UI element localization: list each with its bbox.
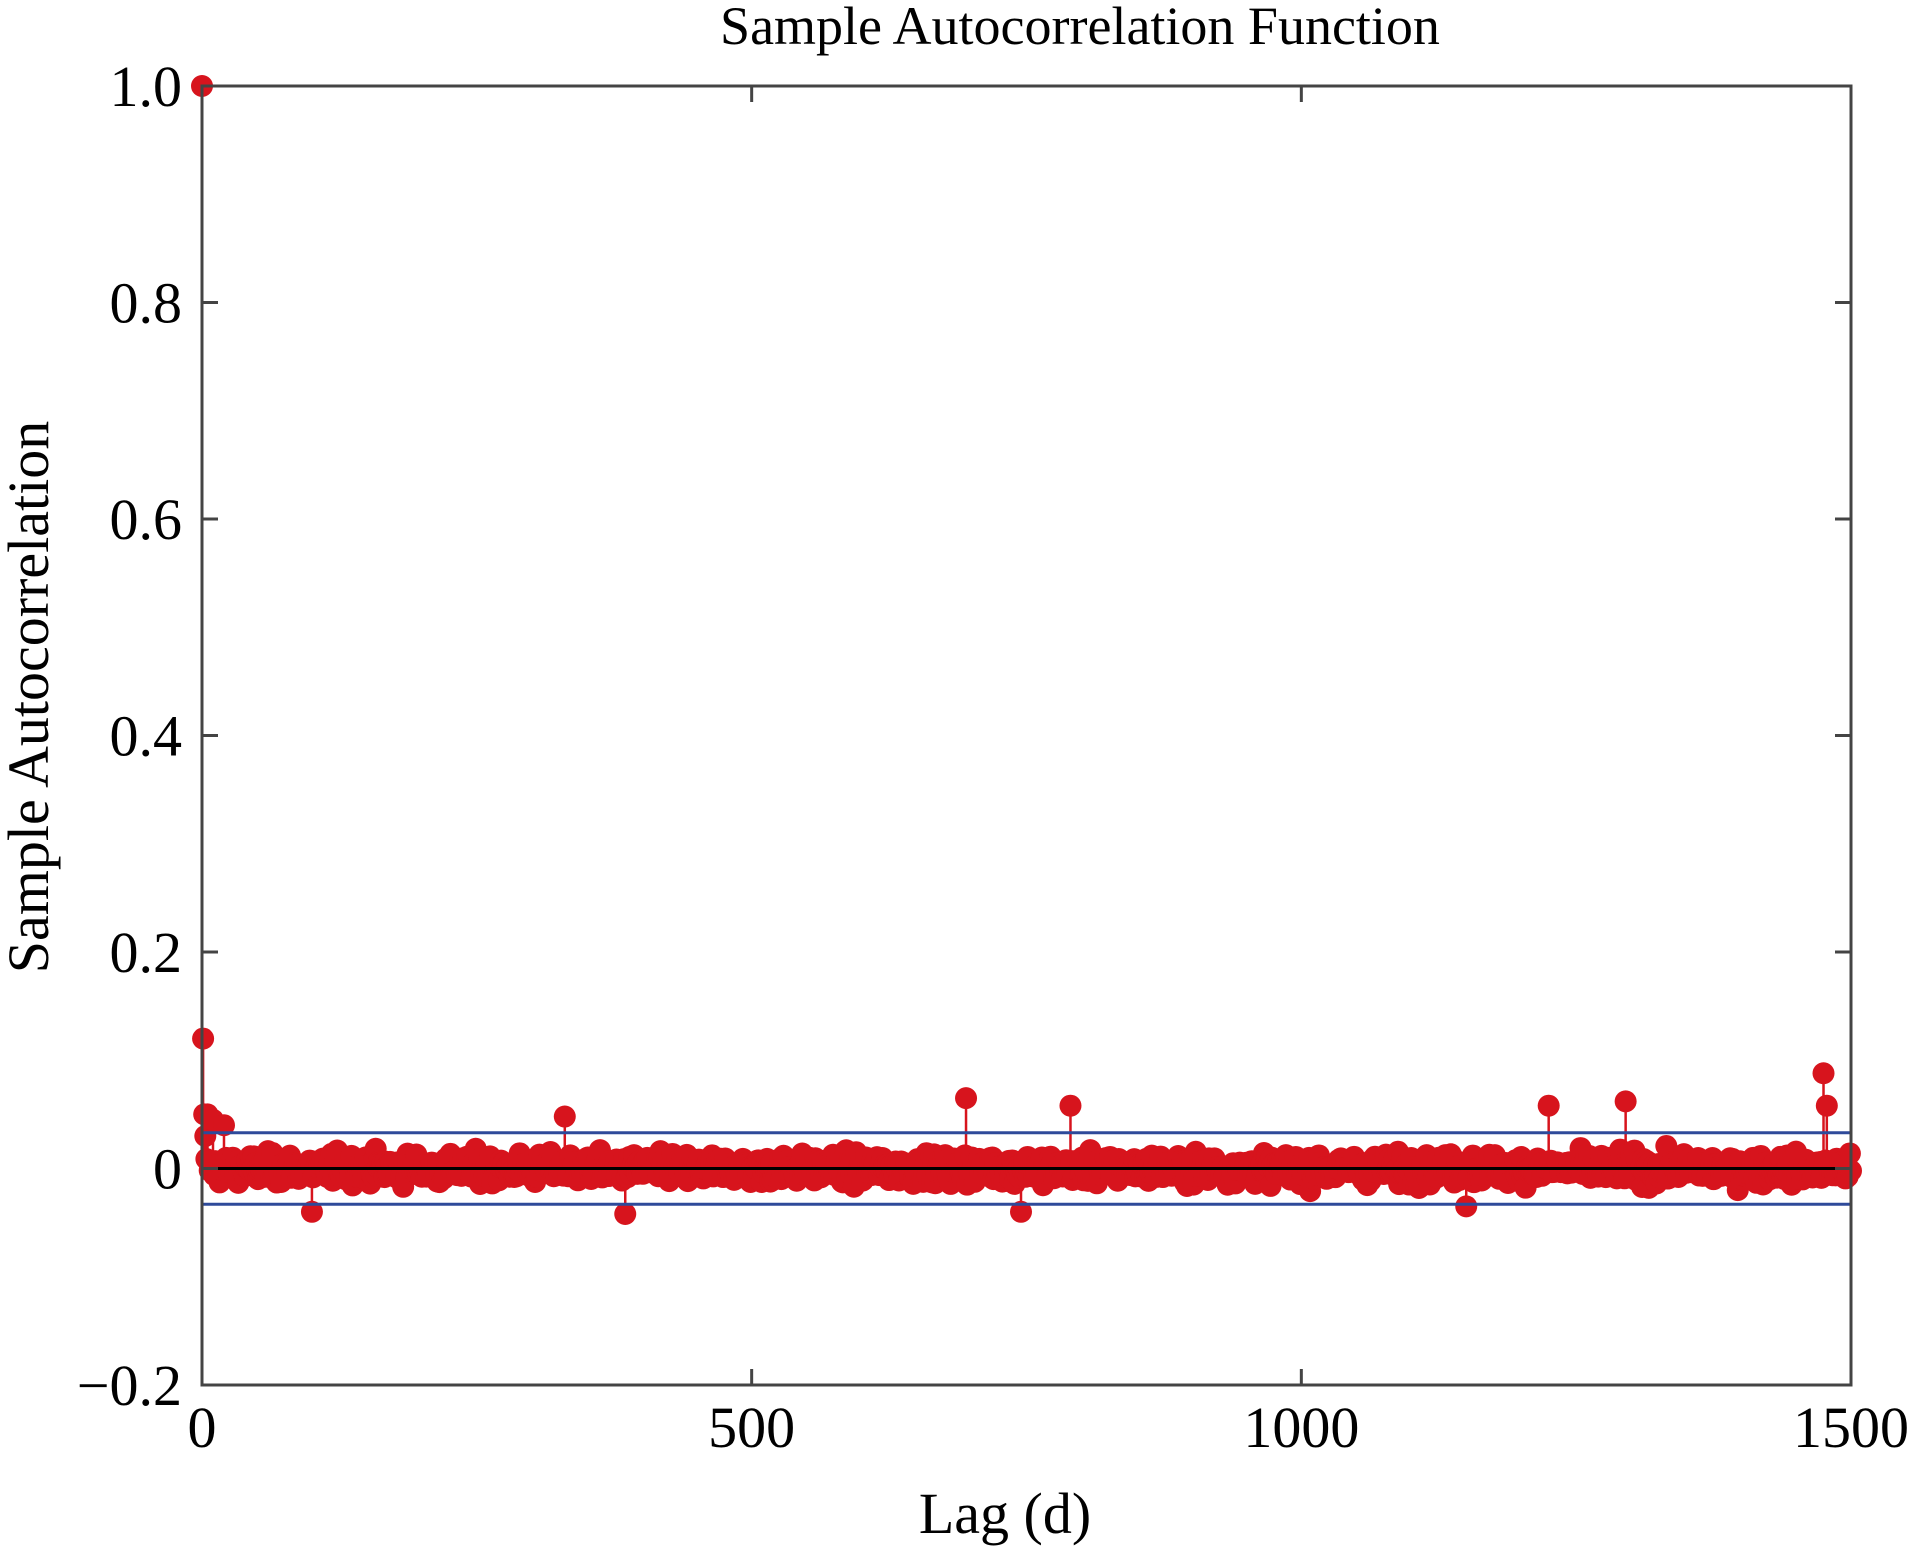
acf-point <box>1614 1090 1637 1113</box>
x-tick-label: 1500 <box>1793 1395 1909 1460</box>
acf-point <box>1812 1062 1835 1085</box>
acf-point <box>553 1105 576 1128</box>
y-tick-label: 0.6 <box>110 487 183 552</box>
acf-point <box>1537 1094 1560 1117</box>
y-tick-label: −0.2 <box>77 1353 182 1418</box>
y-axis-label: Sample Autocorrelation <box>0 421 61 973</box>
axis-ticks: 0 500 1000 1500−0.200.20.40.60.81.0 <box>77 54 1909 1460</box>
x-tick-label: 0 <box>188 1395 217 1460</box>
chart-title: Sample Autocorrelation Function <box>720 0 1440 56</box>
y-tick-label: 0 <box>153 1137 182 1202</box>
stems-layer <box>191 75 1862 1225</box>
acf-point <box>212 1114 235 1137</box>
plot-area-frame <box>200 84 1853 1387</box>
acf-point <box>1815 1094 1838 1117</box>
x-tick-label: 1000 <box>1243 1395 1359 1460</box>
y-tick-label: 1.0 <box>110 54 183 119</box>
reference-lines <box>202 1131 1851 1206</box>
acf-point <box>1455 1195 1478 1218</box>
acf-point <box>614 1202 637 1225</box>
acf-point <box>300 1200 323 1223</box>
x-tick-label: 500 <box>708 1395 795 1460</box>
y-tick-label: 0.8 <box>110 271 183 336</box>
acf-point <box>1059 1094 1082 1117</box>
y-tick-label: 0.2 <box>110 920 183 985</box>
acf-point <box>1010 1200 1033 1223</box>
y-tick-label: 0.4 <box>110 704 183 769</box>
x-axis-label: Lag (d) <box>919 1481 1091 1546</box>
acf-point <box>955 1087 978 1110</box>
